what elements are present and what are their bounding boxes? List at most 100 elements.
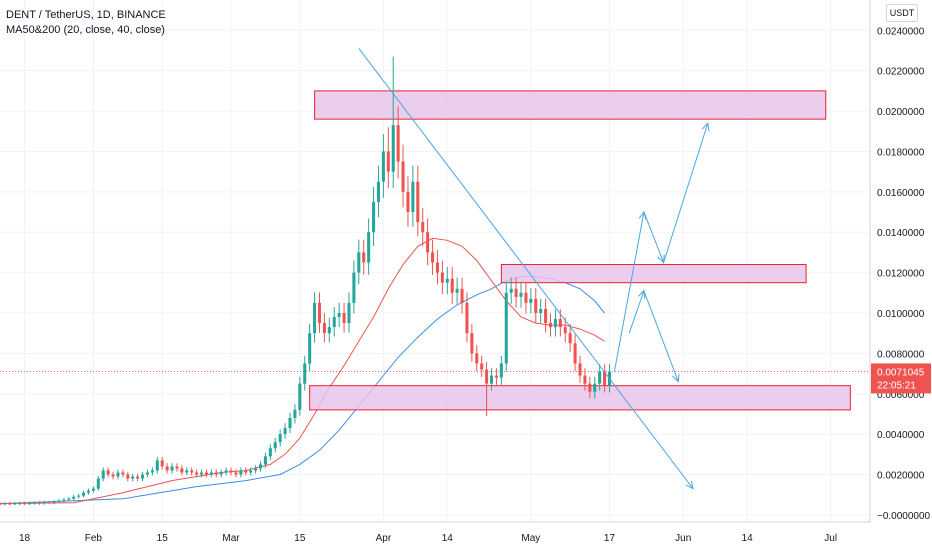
y-tick-label: −0.0000000 bbox=[877, 511, 931, 522]
candle-body bbox=[209, 472, 213, 475]
candle-body bbox=[386, 151, 390, 172]
x-tick-label: 14 bbox=[442, 533, 454, 544]
candle bbox=[52, 500, 56, 505]
candle-body bbox=[111, 474, 115, 477]
candle-body bbox=[435, 262, 439, 273]
candle bbox=[224, 467, 228, 476]
candle-body bbox=[18, 503, 22, 505]
candle bbox=[391, 56, 395, 189]
legend-symbol[interactable]: DENT / TetherUS, 1D, BINANCE bbox=[6, 9, 166, 21]
candle-body bbox=[293, 409, 297, 418]
candle bbox=[42, 500, 46, 505]
candle-body bbox=[254, 468, 258, 471]
candle-body bbox=[470, 333, 474, 354]
candle-body bbox=[8, 503, 12, 505]
candle-body bbox=[165, 466, 169, 471]
candle-body bbox=[406, 191, 410, 213]
candle-body bbox=[62, 499, 66, 501]
candle bbox=[342, 302, 346, 333]
candle bbox=[229, 467, 233, 476]
candle-body bbox=[445, 278, 449, 283]
candle-body bbox=[13, 503, 17, 505]
candle-body bbox=[86, 490, 90, 493]
candle bbox=[13, 501, 17, 506]
candle-body bbox=[234, 472, 238, 475]
candle bbox=[568, 323, 572, 353]
candle-body bbox=[357, 252, 361, 273]
candle bbox=[490, 368, 494, 391]
candle-body bbox=[91, 488, 95, 491]
candle bbox=[401, 144, 405, 208]
candle bbox=[396, 106, 400, 179]
candle-body bbox=[200, 472, 204, 475]
candle bbox=[303, 355, 307, 391]
candle bbox=[185, 467, 189, 476]
candle-body bbox=[499, 363, 503, 378]
projection-path bbox=[628, 289, 679, 382]
candle bbox=[27, 501, 32, 505]
candle-body bbox=[317, 302, 322, 324]
candle bbox=[37, 501, 41, 505]
projection-arrow-head bbox=[657, 254, 665, 264]
candle bbox=[460, 277, 464, 314]
candle-body bbox=[101, 470, 105, 479]
candle-body bbox=[593, 383, 597, 392]
candle bbox=[435, 250, 439, 285]
legend-indicator[interactable]: MA50&200 (20, close, 40, close) bbox=[6, 24, 165, 36]
candle-body bbox=[598, 371, 602, 384]
candle-body bbox=[3, 503, 7, 505]
candle bbox=[106, 467, 110, 478]
candle-body bbox=[421, 222, 425, 233]
candle-body bbox=[77, 495, 81, 497]
candle-body bbox=[268, 448, 272, 457]
candle bbox=[578, 355, 582, 383]
candle-body bbox=[524, 292, 528, 303]
candle-body bbox=[150, 470, 154, 473]
y-tick-label: 0.0200000 bbox=[877, 107, 925, 118]
projection-path bbox=[613, 123, 709, 372]
candle-body bbox=[578, 363, 582, 376]
candle-body bbox=[239, 470, 243, 475]
candle bbox=[121, 469, 125, 478]
x-tick-label: Jul bbox=[824, 533, 837, 544]
candle bbox=[593, 376, 597, 399]
candle-body bbox=[539, 308, 543, 313]
candle bbox=[298, 376, 302, 416]
candle bbox=[62, 498, 66, 503]
candle-body bbox=[396, 125, 400, 162]
candle bbox=[440, 260, 444, 295]
candle-body bbox=[352, 272, 356, 303]
candle bbox=[313, 292, 317, 343]
candle-body bbox=[588, 383, 592, 392]
candle-body bbox=[372, 201, 376, 233]
candle-body bbox=[23, 503, 27, 505]
candle bbox=[234, 469, 238, 478]
candle-body bbox=[57, 500, 61, 502]
candle-body bbox=[126, 474, 130, 479]
projection-arrow-head bbox=[672, 373, 680, 383]
candle-body bbox=[67, 498, 71, 500]
candle-body bbox=[303, 363, 307, 384]
candle bbox=[91, 486, 95, 493]
candle bbox=[283, 423, 287, 439]
y-tick-label: 0.0040000 bbox=[877, 430, 925, 441]
candle-body bbox=[141, 474, 145, 479]
candle bbox=[357, 239, 361, 285]
candle-body bbox=[534, 298, 538, 313]
candle-body bbox=[42, 502, 46, 504]
candle-body bbox=[342, 312, 346, 324]
currency-button[interactable]: USDT bbox=[886, 4, 918, 22]
candle bbox=[386, 127, 390, 189]
candle bbox=[519, 281, 523, 308]
x-tick-label: May bbox=[521, 533, 540, 544]
grid bbox=[0, 0, 870, 522]
candle bbox=[180, 465, 184, 476]
x-tick-label: Feb bbox=[85, 533, 103, 544]
zones bbox=[309, 90, 851, 411]
candle-body bbox=[185, 470, 189, 473]
candle bbox=[381, 134, 385, 198]
candle bbox=[539, 298, 543, 324]
y-tick-label: 0.0060000 bbox=[877, 390, 925, 401]
